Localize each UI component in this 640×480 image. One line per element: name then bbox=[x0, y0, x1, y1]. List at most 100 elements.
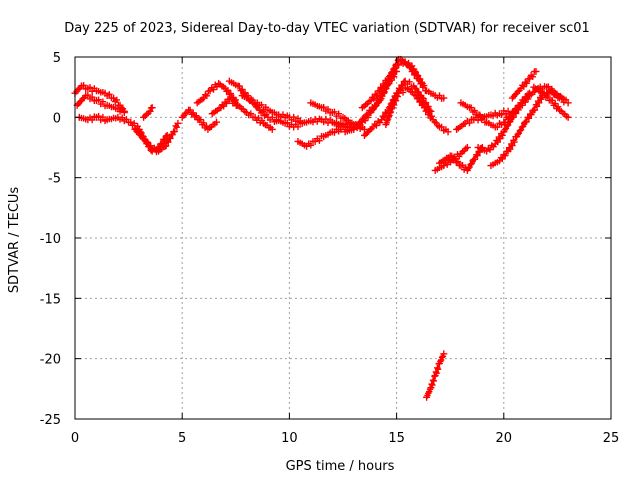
y-tick-label: 0 bbox=[53, 111, 61, 126]
data-point bbox=[513, 120, 528, 141]
data-point bbox=[307, 99, 323, 110]
data-point bbox=[92, 96, 109, 110]
data-point bbox=[500, 115, 515, 136]
data-point bbox=[311, 132, 325, 145]
data-point bbox=[517, 75, 532, 92]
series-track-x bbox=[474, 83, 568, 155]
data-point bbox=[496, 148, 510, 165]
data-point bbox=[238, 92, 252, 103]
y-tick-label: 5 bbox=[53, 51, 61, 66]
data-point bbox=[412, 92, 427, 109]
data-point bbox=[268, 125, 276, 133]
data-point bbox=[92, 87, 107, 96]
data-point bbox=[530, 94, 545, 114]
series-track-aa bbox=[530, 83, 572, 121]
data-point bbox=[251, 113, 266, 126]
y-tick-label: -10 bbox=[40, 232, 61, 247]
data-point bbox=[491, 130, 506, 148]
data-point bbox=[341, 127, 355, 136]
y-axis-title: SDTVAR / TECUs bbox=[7, 187, 22, 294]
data-point bbox=[213, 118, 221, 126]
data-point bbox=[307, 115, 323, 126]
data-point bbox=[339, 113, 356, 127]
data-point bbox=[195, 116, 210, 132]
data-point bbox=[384, 62, 399, 83]
data-point bbox=[547, 96, 562, 112]
data-point bbox=[320, 129, 334, 141]
data-point bbox=[103, 114, 119, 124]
data-point bbox=[131, 125, 146, 142]
series-track-l bbox=[294, 125, 345, 150]
series-track-z bbox=[508, 67, 540, 102]
data-point bbox=[243, 109, 257, 121]
data-point bbox=[157, 132, 170, 148]
x-axis-title: GPS time / hours bbox=[286, 459, 395, 474]
data-point bbox=[294, 137, 308, 149]
data-point bbox=[178, 108, 191, 121]
axis-ticks: 0 5 10 15 20 25 5 0 -5 -10 -15 -20 -25 bbox=[40, 51, 620, 446]
data-point bbox=[290, 119, 304, 131]
data-point bbox=[461, 116, 475, 127]
data-point bbox=[120, 109, 128, 117]
data-point bbox=[556, 106, 570, 120]
data-point bbox=[92, 112, 109, 125]
data-point bbox=[444, 128, 452, 136]
data-point bbox=[358, 98, 373, 112]
series-track-a bbox=[71, 82, 128, 115]
data-point bbox=[564, 99, 572, 107]
series-track-f bbox=[178, 106, 221, 133]
data-point bbox=[504, 133, 519, 155]
series-track-e bbox=[140, 104, 156, 121]
x-tick-label: 10 bbox=[281, 431, 298, 446]
y-tick-label: -5 bbox=[48, 172, 61, 187]
data-point bbox=[234, 82, 249, 97]
data-point bbox=[367, 99, 382, 117]
data-point bbox=[84, 113, 98, 124]
data-point bbox=[487, 109, 501, 120]
data-point bbox=[427, 373, 438, 392]
data-point bbox=[170, 122, 181, 136]
data-point bbox=[367, 87, 382, 104]
data-point bbox=[564, 113, 572, 121]
data-point bbox=[318, 115, 334, 127]
data-point bbox=[440, 350, 448, 358]
data-point bbox=[440, 94, 448, 102]
data-point bbox=[148, 104, 156, 112]
x-tick-label: 15 bbox=[388, 431, 405, 446]
y-tick-label: -25 bbox=[40, 413, 61, 428]
series-track-b bbox=[73, 91, 128, 117]
series-track-outlier bbox=[423, 350, 448, 401]
x-tick-label: 0 bbox=[71, 431, 79, 446]
x-tick-label: 5 bbox=[178, 431, 186, 446]
data-point bbox=[382, 105, 395, 129]
x-tick-label: 25 bbox=[603, 431, 620, 446]
y-tick-label: -20 bbox=[40, 353, 61, 368]
series-track-d bbox=[131, 119, 182, 156]
data-point bbox=[206, 81, 221, 95]
data-point bbox=[508, 87, 523, 102]
data-point bbox=[517, 93, 532, 109]
series-track-s bbox=[382, 84, 452, 136]
data-point bbox=[161, 131, 176, 150]
data-point bbox=[388, 92, 402, 112]
data-point bbox=[526, 68, 538, 83]
data-point bbox=[140, 135, 154, 151]
data-point bbox=[101, 89, 115, 102]
y-tick-label: -15 bbox=[40, 292, 61, 307]
series-track-h bbox=[208, 95, 276, 133]
data-point bbox=[103, 101, 119, 112]
data-point bbox=[247, 96, 261, 108]
data-point bbox=[328, 118, 342, 130]
x-tick-label: 20 bbox=[496, 431, 513, 446]
data-point bbox=[532, 67, 540, 75]
data-point bbox=[453, 121, 467, 133]
data-point bbox=[303, 138, 317, 150]
data-point bbox=[114, 113, 132, 126]
series-track-k bbox=[273, 115, 358, 131]
series-track-q bbox=[397, 55, 448, 102]
chart-title: Day 225 of 2023, Sidereal Day-to-day VTE… bbox=[64, 21, 590, 36]
data-points bbox=[71, 55, 572, 401]
data-point bbox=[174, 119, 182, 127]
